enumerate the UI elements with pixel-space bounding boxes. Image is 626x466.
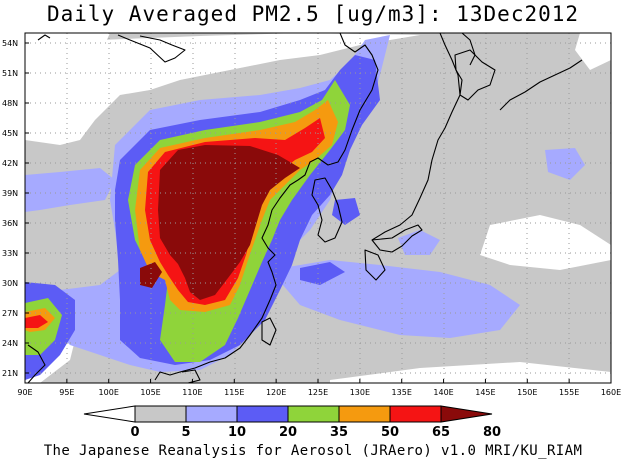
colorbar-level-label: 0 <box>130 425 139 440</box>
map-title: Daily Averaged PM2.5 [ug/m3]: 13Dec2012 <box>46 2 580 26</box>
graticule <box>25 33 611 383</box>
colorbar-level-label: 50 <box>381 425 399 440</box>
colorbar-box-highest <box>440 405 493 423</box>
lat-tick-label: 45N <box>2 129 18 138</box>
coastline-taiwan <box>261 317 277 346</box>
lat-tick-label: 30N <box>2 279 18 288</box>
lat-tick-label: 51N <box>2 69 18 78</box>
field-level-5-patch <box>575 33 611 70</box>
colorbar-box-lowest <box>83 405 136 423</box>
colorbar-level-label: 35 <box>330 425 348 440</box>
field-level-10-patch <box>398 230 440 255</box>
lon-tick-label: 125E <box>308 388 328 397</box>
dataset-credit: The Japanese Reanalysis for Aerosol (JRA… <box>43 443 583 459</box>
field-level-10-west <box>25 168 115 212</box>
colorbar-box <box>236 405 289 423</box>
field-level-10-patch <box>545 148 585 180</box>
field-level-80-south <box>140 262 162 288</box>
lat-tick-label: 42N <box>2 159 18 168</box>
lon-tick-label: 115E <box>224 388 244 397</box>
colorbar-box <box>389 405 442 423</box>
colorbar-level-label: 80 <box>483 425 501 440</box>
coastline-mainland <box>117 33 379 381</box>
field-level-65-west <box>25 315 48 328</box>
lon-tick-label: 130E <box>350 388 370 397</box>
lon-tick-label: 150E <box>517 388 537 397</box>
coastline-hainan <box>181 369 201 383</box>
lat-tick-label: 27N <box>2 309 18 318</box>
concentration-field <box>25 33 611 383</box>
colorbar-level-label: 20 <box>279 425 297 440</box>
lat-tick-label: 33N <box>2 249 18 258</box>
lon-tick-label: 110E <box>182 388 202 397</box>
lat-tick-label: 54N <box>2 39 18 48</box>
lat-tick-label: 48N <box>2 99 18 108</box>
lon-tick-label: 90E <box>17 388 32 397</box>
lon-tick-label: 100E <box>99 388 119 397</box>
lon-tick-label: 155E <box>559 388 579 397</box>
field-level-20-patch <box>300 262 345 285</box>
lat-tick-label: 24N <box>2 339 18 348</box>
coastline-japan-west <box>371 224 423 253</box>
lon-tick-label: 145E <box>475 388 495 397</box>
lon-tick-label: 95E <box>59 388 74 397</box>
colorbar-box <box>134 405 187 423</box>
coastlines <box>27 33 583 383</box>
lon-tick-label: 105E <box>140 388 160 397</box>
lat-tick-labels: 54N 51N 48N 45N 42N 39N 36N 33N 30N 27N 24N 21N <box>2 39 29 378</box>
colorbar-box <box>287 405 340 423</box>
lon-tick-label: 140E <box>433 388 453 397</box>
coastline-sakhalin <box>461 33 476 66</box>
coastline-baikal-lake <box>37 34 51 41</box>
coastline-japan-main <box>371 33 461 241</box>
field-level-20-patch <box>332 198 360 225</box>
coastline-hokkaido <box>454 49 496 101</box>
field-level-5-patch <box>25 33 110 100</box>
lat-tick-label: 21N <box>2 369 18 378</box>
field-level-10-east <box>270 260 520 338</box>
lon-tick-label: 120E <box>266 388 286 397</box>
colorbar-box <box>185 405 238 423</box>
colorbar: 0 5 10 20 35 50 65 80 <box>83 405 501 440</box>
colorbar-level-label: 10 <box>228 425 246 440</box>
lat-tick-label: 39N <box>2 189 18 198</box>
lon-tick-label: 160E <box>601 388 621 397</box>
colorbar-box <box>338 405 391 423</box>
lon-tick-label: 135E <box>392 388 412 397</box>
coastline-kyushu <box>364 249 386 281</box>
colorbar-level-label: 5 <box>181 425 190 440</box>
coastline-indochina <box>27 344 46 383</box>
coastline-korea <box>311 177 343 243</box>
field-level-5-patch <box>480 215 611 270</box>
lat-tick-label: 36N <box>2 219 18 228</box>
colorbar-level-label: 65 <box>432 425 450 440</box>
lon-tick-labels: 90E 95E 100E 105E 110E 115E 120E 125E 130E 135E 14… <box>17 379 621 397</box>
coastline-kurils <box>499 59 583 111</box>
